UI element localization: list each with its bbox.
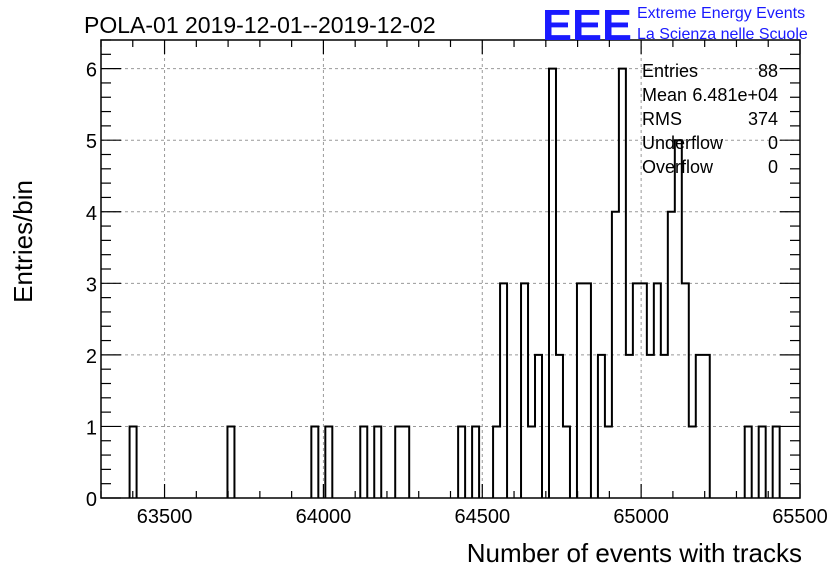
histogram-bin <box>647 355 654 498</box>
x-tick-label: 65000 <box>613 506 669 528</box>
histogram-bin <box>703 355 710 498</box>
stat-value: 6.481e+04 <box>692 85 778 105</box>
histogram-bin <box>556 355 563 498</box>
histogram-bin <box>654 283 661 498</box>
x-tick-label: 64000 <box>296 506 352 528</box>
histogram-outline <box>128 67 781 498</box>
histogram-bin <box>577 283 584 498</box>
stat-label: Mean <box>642 85 687 105</box>
histogram-bin <box>584 283 591 498</box>
histogram-bin <box>689 426 696 498</box>
histogram-bin <box>311 426 318 498</box>
y-axis-label: Entries/bin <box>8 180 38 303</box>
x-tick-label: 65500 <box>772 506 828 528</box>
histogram-bin <box>549 69 556 498</box>
histogram-bin <box>500 283 507 498</box>
histogram-bin <box>773 426 780 498</box>
histogram-bin <box>759 426 766 498</box>
histogram-bin <box>619 69 626 498</box>
histogram-bin <box>633 283 640 498</box>
stat-label: Overflow <box>642 157 714 177</box>
chart-title: POLA-01 2019-12-01--2019-12-02 <box>84 12 436 38</box>
x-axis-label: Number of events with tracks <box>467 538 802 568</box>
histogram-bin <box>360 426 367 498</box>
x-tick-label: 64500 <box>454 506 510 528</box>
histogram-bin <box>745 426 752 498</box>
histogram-bin <box>668 212 675 498</box>
histogram-bin <box>535 355 542 498</box>
histogram-bin <box>395 426 402 498</box>
histogram-bin <box>612 212 619 498</box>
y-tick-label: 0 <box>86 489 97 511</box>
histogram-bin <box>521 283 528 498</box>
logo-line-1: Extreme Energy Events <box>637 5 805 22</box>
histogram-bin <box>458 426 465 498</box>
histogram-bin <box>682 283 689 498</box>
stats-box: Entries 88 Mean 6.481e+04 RMS 374 Underflow 0 Ov… <box>642 61 778 177</box>
y-tick-label: 3 <box>86 274 97 296</box>
histogram-bin <box>640 283 647 498</box>
histogram-bin <box>626 355 633 498</box>
histogram-bin <box>661 355 668 498</box>
y-tick-label: 4 <box>86 203 97 225</box>
histogram-bin <box>528 426 535 498</box>
stat-value: 0 <box>768 133 778 153</box>
histogram-bin <box>675 140 682 498</box>
y-tick-label: 5 <box>86 131 97 153</box>
stat-value: 0 <box>768 157 778 177</box>
y-tick-label: 1 <box>86 417 97 439</box>
axis-ticks: 63500 64000 64500 65000 65500 0 1 2 3 4 5 6 <box>86 39 828 528</box>
histogram-bin <box>374 426 381 498</box>
histogram-bin <box>598 355 605 498</box>
logo-line-2: La Scienza nelle Scuole <box>637 26 808 43</box>
stat-value: 374 <box>748 109 778 129</box>
histogram-bars <box>128 67 781 498</box>
histogram-bin <box>605 426 612 498</box>
eee-logo: EEE Extreme Energy Events La Scienza nel… <box>542 1 808 50</box>
histogram-bin <box>493 426 500 498</box>
histogram-bin <box>130 426 137 498</box>
y-tick-label: 6 <box>86 60 97 82</box>
stat-label: RMS <box>642 109 682 129</box>
histogram-bin <box>402 426 409 498</box>
logo-letters: EEE <box>542 1 632 50</box>
stat-value: 88 <box>758 61 778 81</box>
stat-label: Underflow <box>642 133 724 153</box>
y-tick-label: 2 <box>86 346 97 368</box>
histogram-bin <box>696 355 703 498</box>
stat-label: Entries <box>642 61 698 81</box>
histogram-bin <box>227 426 234 498</box>
histogram-bin <box>563 426 570 498</box>
x-tick-label: 63500 <box>137 506 193 528</box>
histogram-bin <box>325 426 332 498</box>
histogram-bin <box>472 426 479 498</box>
